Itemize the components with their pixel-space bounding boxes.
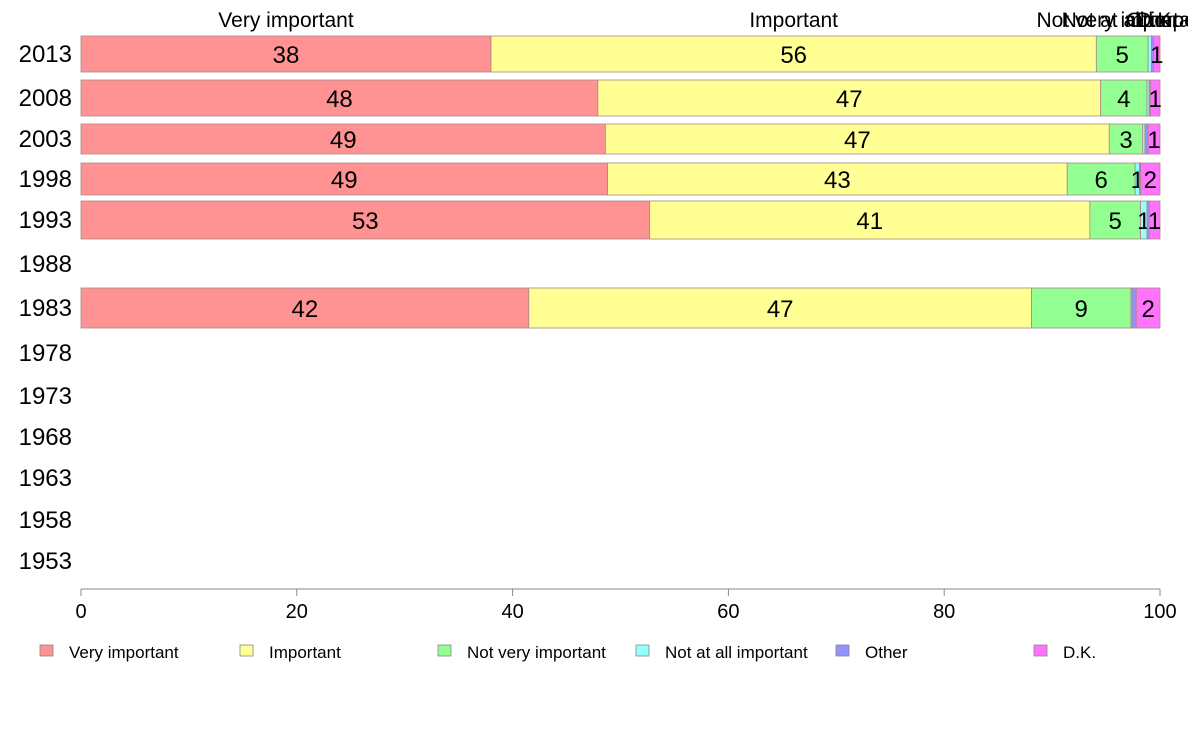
bar-segment-2003-0 xyxy=(80,123,606,155)
x-tick-label-20: 20 xyxy=(286,601,308,623)
data-label-2003-5: 1 xyxy=(1147,127,1160,154)
data-label-1998-1: 43 xyxy=(824,167,851,194)
data-label-2008-5: 1 xyxy=(1148,86,1161,113)
year-label-1978: 1978 xyxy=(19,340,72,367)
year-label-2013: 2013 xyxy=(19,41,72,68)
data-label-1998-2: 6 xyxy=(1095,167,1108,194)
data-label-2003-0: 49 xyxy=(330,127,357,154)
bar-segment-2013-5 xyxy=(1153,35,1161,73)
data-label-1983-0: 42 xyxy=(292,296,319,323)
data-label-1983-5: 2 xyxy=(1141,296,1154,323)
legend-swatch-3 xyxy=(635,644,650,657)
data-label-1993-2: 5 xyxy=(1109,208,1122,235)
bar-segment-1998-5 xyxy=(1140,162,1161,196)
top-label-1: Important xyxy=(749,9,838,32)
data-label-2013-1: 56 xyxy=(780,42,807,69)
bar-segment-2008-5 xyxy=(1149,79,1161,117)
year-label-1968: 1968 xyxy=(19,424,72,451)
x-tick-label-80: 80 xyxy=(933,601,955,623)
top-label-5: D.K. xyxy=(1136,9,1177,32)
bar-segment-2008-0 xyxy=(80,79,599,117)
data-label-1983-2: 9 xyxy=(1075,296,1088,323)
bar-segment-1993-2 xyxy=(1089,200,1141,240)
data-label-2013-0: 38 xyxy=(273,42,300,69)
year-label-1963: 1963 xyxy=(19,465,72,492)
data-label-2008-0: 48 xyxy=(326,86,353,113)
x-tick-label-60: 60 xyxy=(717,601,739,623)
data-label-1983-1: 47 xyxy=(767,296,794,323)
bar-segment-2013-2 xyxy=(1095,35,1149,73)
top-label-0: Very important xyxy=(218,9,354,32)
bar-segment-2008-2 xyxy=(1100,79,1148,117)
top-label-3: Not at all important xyxy=(1062,9,1188,32)
legend-swatch-2 xyxy=(437,644,452,657)
year-label-1983: 1983 xyxy=(19,295,72,322)
bar-segment-1993-1 xyxy=(649,200,1091,240)
bar-segment-2008-1 xyxy=(597,79,1102,117)
top-category-labels: Very important Important Not very importa n… xyxy=(218,9,1188,32)
data-label-2008-1: 47 xyxy=(836,86,863,113)
data-label-2003-2: 3 xyxy=(1119,127,1132,154)
data-label-1998-5: 2 xyxy=(1144,167,1157,194)
bar-segment-1998-1 xyxy=(607,162,1068,196)
legend-swatch-4 xyxy=(835,644,850,657)
year-label-1973: 1973 xyxy=(19,383,72,410)
data-label-1993-5: 1 xyxy=(1148,208,1161,235)
year-label-1998: 1998 xyxy=(19,166,72,193)
data-label-2013-5: 1 xyxy=(1150,42,1163,69)
top-label-2: Not very important xyxy=(1036,9,1188,32)
legend-swatch-0 xyxy=(39,644,54,657)
bar-segment-1993-5 xyxy=(1148,200,1161,240)
data-label-2013-2: 5 xyxy=(1116,42,1129,69)
legend: Very important Important Not very importan… xyxy=(39,643,1096,662)
year-label-1988: 1988 xyxy=(19,251,72,278)
legend-label-4: Other xyxy=(865,643,908,662)
top-label-4: Other xyxy=(1126,9,1179,32)
legend-label-2: Not very important xyxy=(467,643,606,662)
x-tick-label-100: 100 xyxy=(1143,601,1176,623)
data-label-1993-0: 53 xyxy=(352,208,379,235)
legend-swatch-1 xyxy=(239,644,254,657)
legend-label-5: D.K. xyxy=(1063,643,1096,662)
year-label-1953: 1953 xyxy=(19,548,72,575)
x-tick-label-40: 40 xyxy=(501,601,523,623)
legend-label-1: Important xyxy=(269,643,341,662)
year-label-2008: 2008 xyxy=(19,85,72,112)
bar-segment-1998-2 xyxy=(1066,162,1136,196)
bar-segment-2013-1 xyxy=(490,35,1097,73)
bar-segment-2003-5 xyxy=(1147,123,1161,155)
bar-segment-1983-4 xyxy=(1131,287,1137,329)
bar-segment-2003-1 xyxy=(604,123,1110,155)
legend-label-0: Very important xyxy=(69,643,179,662)
year-label-1958: 1958 xyxy=(19,507,72,534)
bar-segment-2003-2 xyxy=(1108,123,1144,155)
data-label-1993-1: 41 xyxy=(856,208,883,235)
year-label-1993: 1993 xyxy=(19,207,72,234)
legend-label-3: Not at all important xyxy=(665,643,808,662)
bar-segment-1983-5 xyxy=(1135,287,1161,329)
year-label-2003: 2003 xyxy=(19,126,72,153)
bar-segment-1983-1 xyxy=(528,287,1032,329)
x-axis: 0 20 40 60 80 100 xyxy=(75,588,1177,623)
data-label-2008-2: 4 xyxy=(1117,86,1130,113)
data-label-1998-0: 49 xyxy=(331,167,358,194)
bar-segment-1998-0 xyxy=(80,162,608,196)
chart-rows: 2013 2008 2003 1998 1993 1988 1983 1978 1973 1968… xyxy=(19,41,72,575)
x-tick-label-0: 0 xyxy=(75,601,86,623)
legend-swatch-5 xyxy=(1033,644,1048,657)
data-label-2003-1: 47 xyxy=(844,127,871,154)
bar-segment-2013-0 xyxy=(80,35,492,73)
